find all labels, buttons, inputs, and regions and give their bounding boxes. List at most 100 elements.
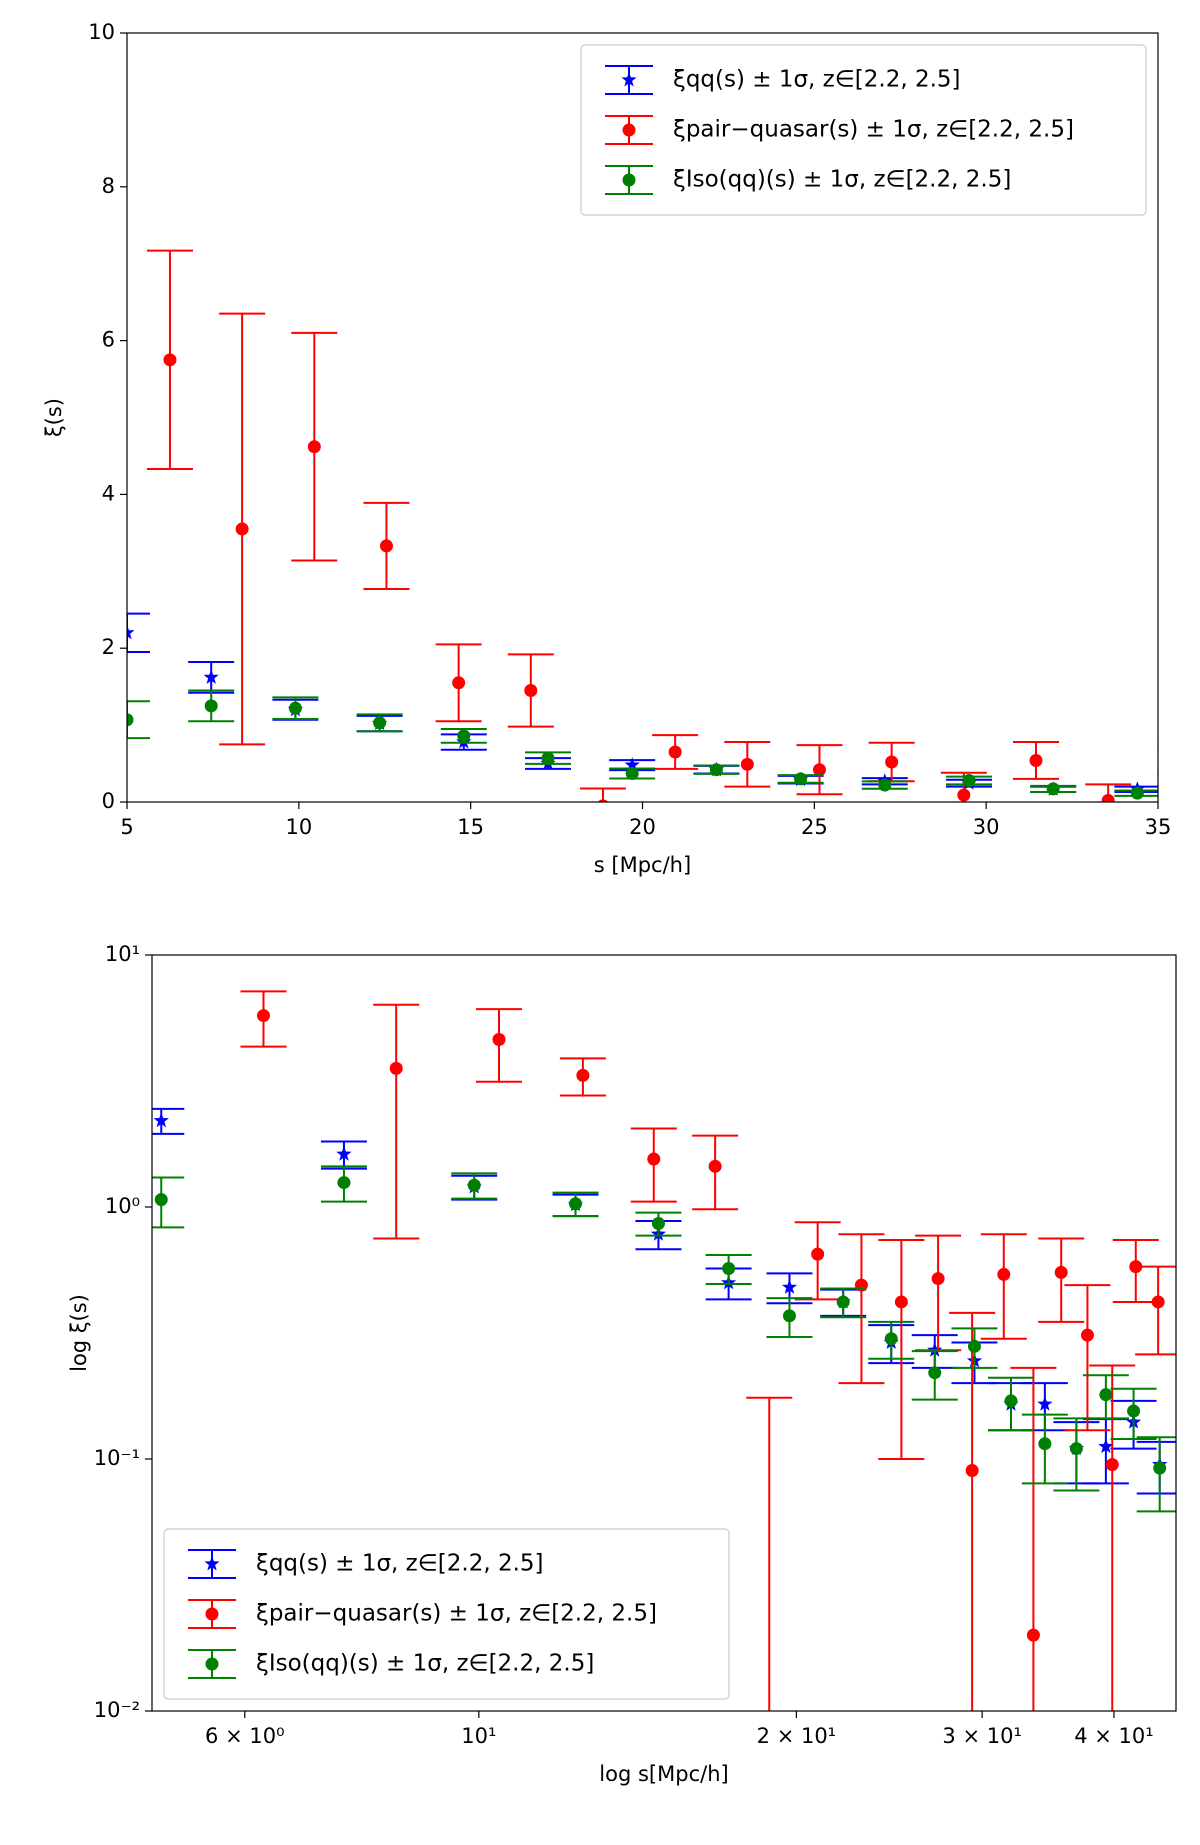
data-point (154, 1193, 168, 1207)
data-point (1054, 1265, 1068, 1279)
data-point (884, 1332, 898, 1346)
data-point (624, 757, 640, 772)
data-point (452, 676, 466, 690)
data-point (812, 763, 826, 777)
data-point (457, 729, 471, 743)
x-tick-label: 2 × 10¹ (757, 1724, 836, 1748)
y-tick-label: 10¹ (105, 942, 140, 966)
error-bar (1135, 1265, 1176, 1356)
data-point (1099, 1388, 1113, 1402)
data-point (709, 763, 723, 777)
y-tick-label: 10⁻² (94, 1698, 140, 1722)
x-tick-label: 5 (120, 815, 133, 839)
data-point (1080, 1328, 1094, 1342)
x-axis-label: log s[Mpc/h] (599, 1762, 728, 1786)
data-point (1130, 786, 1144, 800)
data-point (163, 353, 177, 367)
axes: 5 10 15 20 25 30 35 0 2 4 6 8 10 s [Mpc/h] ξ(s) (42, 20, 1171, 877)
error-bar (127, 612, 150, 654)
data-point (894, 1295, 908, 1309)
data-point (1174, 753, 1187, 766)
legend: ξqq(s) ± 1σ, z∈[2.2, 2.5] ξpair−quasar(s)… (163, 1528, 730, 1700)
error-bar (746, 1396, 793, 1711)
x-tick-label: 25 (801, 815, 828, 839)
x-tick-label: 4 × 10¹ (1074, 1724, 1153, 1748)
legend-marker (621, 72, 637, 87)
data-point (668, 745, 682, 759)
y-tick-label: 0 (102, 789, 115, 813)
error-bar (915, 1234, 962, 1352)
legend-marker (622, 173, 636, 187)
x-tick-label: 6 × 10⁰ (205, 1724, 284, 1748)
legend: ξqq(s) ± 1σ, z∈[2.2, 2.5] ξpair−quasar(s)… (580, 44, 1147, 216)
data-point (127, 624, 135, 640)
data-point (708, 1159, 722, 1173)
error-bar (1064, 1284, 1111, 1432)
legend-marker (205, 1607, 219, 1621)
data-point (651, 1217, 665, 1231)
data-point (1029, 753, 1043, 767)
data-point (1098, 1438, 1114, 1454)
data-point (1038, 1437, 1052, 1451)
data-point (928, 1366, 942, 1380)
legend-label: ξpair−quasar(s) ± 1σ, z∈[2.2, 2.5] (256, 1601, 657, 1627)
data-point (811, 1247, 825, 1261)
data-point (373, 716, 387, 730)
error-bar (1010, 1366, 1057, 1711)
data-point (967, 1339, 981, 1353)
data-point (1153, 1461, 1167, 1475)
data-point (781, 1279, 798, 1294)
data-point (492, 1033, 506, 1047)
legend-marker (205, 1657, 219, 1671)
data-point (965, 1464, 979, 1478)
error-bar (949, 1311, 996, 1711)
legend-label: ξIso(qq)(s) ± 1σ, z∈[2.2, 2.5] (256, 1651, 594, 1677)
axes-frame (126, 32, 1159, 803)
data-point (1037, 1396, 1053, 1411)
data-point (782, 1309, 796, 1323)
data-point (647, 1152, 661, 1166)
y-tick-label: 6 (102, 328, 115, 352)
data-point (288, 701, 302, 715)
data-point (379, 539, 393, 553)
data-point (740, 757, 754, 771)
error-bar (794, 1221, 841, 1301)
data-point (204, 699, 218, 713)
x-tick-label: 15 (457, 815, 484, 839)
x-axis-label: s [Mpc/h] (594, 853, 691, 877)
plot-area (152, 990, 1176, 1778)
x-tick-label: 35 (1145, 815, 1172, 839)
axes: 6 × 10⁰ 10¹ 2 × 10¹ 3 × 10¹ 4 × 10¹ 10⁻² 10⁻¹ 1… (67, 942, 1154, 1786)
data-point (524, 683, 538, 697)
legend-box (580, 44, 1147, 216)
y-tick-label: 8 (102, 174, 115, 198)
data-point (203, 669, 219, 684)
y-axis-label: ξ(s) (42, 398, 66, 437)
x-tick-label: 30 (973, 815, 1000, 839)
data-point (1101, 793, 1115, 802)
error-bar (373, 1003, 420, 1240)
data-point (763, 1765, 776, 1778)
data-point (576, 1068, 590, 1082)
data-point (597, 799, 609, 802)
data-point (625, 767, 639, 781)
axes-frame (151, 954, 1177, 1712)
error-bar (980, 1233, 1027, 1340)
legend-box (163, 1528, 730, 1700)
data-point (962, 773, 976, 787)
data-point (541, 751, 555, 765)
data-point (337, 1176, 351, 1190)
data-point (256, 1009, 270, 1023)
error-bar (1082, 1418, 1129, 1485)
data-point (467, 1178, 481, 1192)
data-point (722, 1262, 736, 1276)
data-point (836, 1295, 850, 1309)
y-tick-label: 2 (102, 635, 115, 659)
data-point (307, 440, 321, 454)
data-point (931, 1272, 945, 1286)
error-bar (1089, 1364, 1136, 1711)
data-point (1004, 1394, 1018, 1408)
legend-label: ξqq(s) ± 1σ, z∈[2.2, 2.5] (673, 67, 961, 93)
